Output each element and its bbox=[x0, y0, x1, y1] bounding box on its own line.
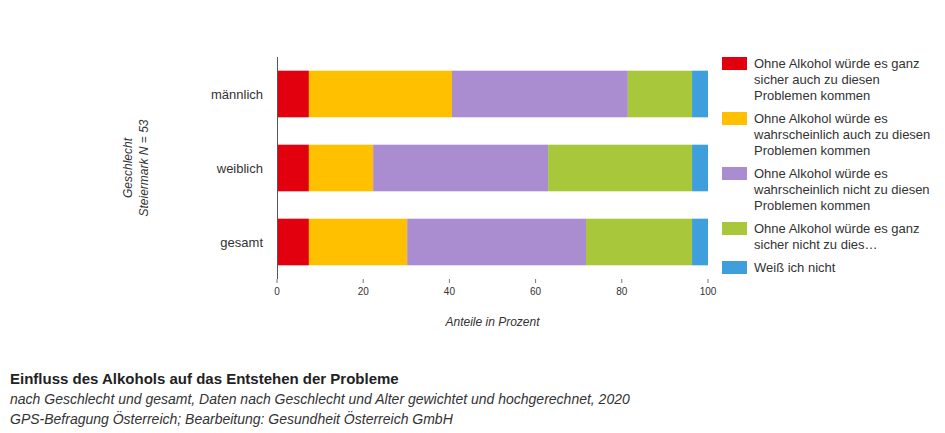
bar-segment bbox=[548, 145, 692, 192]
bar-segment bbox=[309, 219, 407, 266]
x-tick-label: 60 bbox=[530, 286, 542, 297]
x-tick-label: 40 bbox=[444, 286, 456, 297]
x-tick-label: 100 bbox=[700, 286, 717, 297]
y-axis-title: Geschlecht bbox=[121, 137, 135, 198]
chart-subtitle: nach Geschlecht und gesamt, Daten nach G… bbox=[10, 391, 630, 407]
legend-swatch bbox=[722, 112, 747, 125]
bar-segment bbox=[277, 145, 309, 192]
x-tick bbox=[277, 279, 278, 283]
legend-text: Ohne Alkohol würde es ganz sicher auch z… bbox=[754, 56, 937, 104]
bar-segment bbox=[628, 71, 692, 118]
chart-source: GPS-Befragung Österreich; Bearbeitung: G… bbox=[10, 411, 453, 427]
x-tick-label: 0 bbox=[274, 286, 280, 297]
bar-segment bbox=[692, 145, 708, 192]
x-tick bbox=[621, 279, 622, 283]
bar-segment bbox=[277, 71, 309, 118]
bar-segment bbox=[692, 219, 708, 266]
bars bbox=[277, 71, 708, 266]
x-tick-label: 80 bbox=[616, 286, 628, 297]
x-tick-label: 20 bbox=[358, 286, 370, 297]
legend-swatch bbox=[722, 167, 747, 180]
legend-swatch bbox=[722, 261, 747, 274]
x-tick bbox=[363, 279, 364, 283]
x-axis-title: Anteile in Prozent bbox=[444, 315, 540, 329]
bar-segment bbox=[277, 219, 309, 266]
x-tick bbox=[449, 279, 450, 283]
bar-segment bbox=[373, 145, 548, 192]
legend-text: Ohne Alkohol würde es ganz sicher nicht … bbox=[754, 221, 937, 253]
bar-segment bbox=[309, 71, 452, 118]
bar-segment bbox=[407, 219, 586, 266]
legend-text: Weiß ich nicht bbox=[754, 260, 937, 276]
category-label: weiblich bbox=[216, 161, 263, 176]
legend-swatch bbox=[722, 222, 747, 235]
bar-segment bbox=[452, 71, 628, 118]
bar-segment bbox=[692, 71, 708, 118]
legend-text: Ohne Alkohol würde es wahrscheinlich auc… bbox=[754, 111, 937, 159]
y-axis-note: Steiermark N = 53 bbox=[137, 119, 151, 216]
chart-root: 0 20 40 60 80 100 männlich weiblich gesamt Anteil… bbox=[0, 0, 945, 433]
chart-title: Einfluss des Alkohols auf das Entstehen … bbox=[10, 370, 399, 387]
bar-segment bbox=[309, 145, 373, 192]
x-tick bbox=[535, 279, 536, 283]
x-tick bbox=[708, 279, 709, 283]
legend-text: Ohne Alkohol würde es wahrscheinlich nic… bbox=[754, 166, 937, 214]
legend-swatch bbox=[722, 57, 747, 70]
y-axis-line bbox=[277, 57, 278, 279]
bar-segment bbox=[586, 219, 692, 266]
category-label: männlich bbox=[211, 87, 263, 102]
category-label: gesamt bbox=[220, 235, 263, 250]
